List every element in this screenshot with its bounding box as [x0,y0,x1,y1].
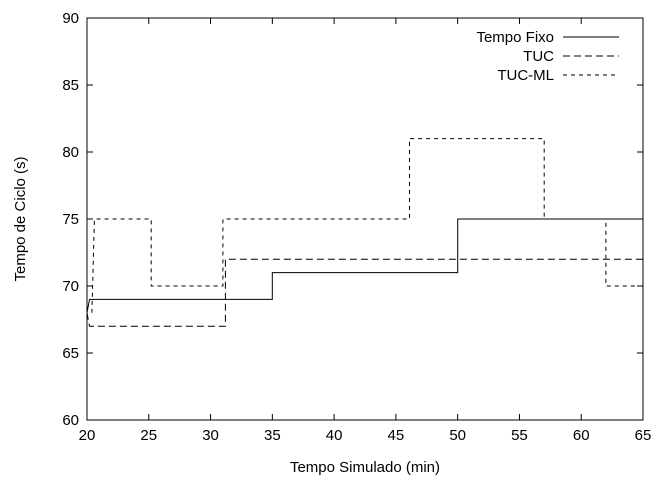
series-line-tuc-ml [91,138,643,313]
series-layer [86,138,643,327]
y-axis-label: Tempo de Ciclo (s) [12,156,29,281]
x-tick-label: 45 [388,427,405,444]
legend-label-tuc-ml: TUC-ML [497,67,554,84]
x-tick-label: 40 [326,427,343,444]
x-tick-label: 30 [202,427,219,444]
x-tick-label: 35 [264,427,281,444]
y-tick-label: 65 [62,345,79,362]
y-tick-label: 75 [62,211,79,228]
x-tick-label: 20 [79,427,96,444]
x-tick-label: 65 [635,427,652,444]
y-tick-label: 80 [62,144,79,161]
x-tick-label: 25 [140,427,157,444]
y-tick-label: 70 [62,278,79,295]
series-line-tempo-fixo [86,218,643,313]
legend-label-tuc: TUC [523,48,554,65]
series-line-tuc [86,258,643,327]
legend: Tempo Fixo TUC TUC-ML [476,29,619,84]
legend-label-tempo-fixo: Tempo Fixo [476,29,554,46]
y-tick-label: 90 [62,10,79,27]
x-tick-label: 50 [449,427,466,444]
x-axis-label: Tempo Simulado (min) [290,459,440,476]
ticks-layer: 20 25 30 35 40 45 50 55 60 65 60 65 70 75 80 85 90 [62,10,651,444]
y-tick-label: 85 [62,77,79,94]
x-tick-label: 60 [573,427,590,444]
x-tick-label: 55 [511,427,528,444]
y-tick-label: 60 [62,412,79,429]
